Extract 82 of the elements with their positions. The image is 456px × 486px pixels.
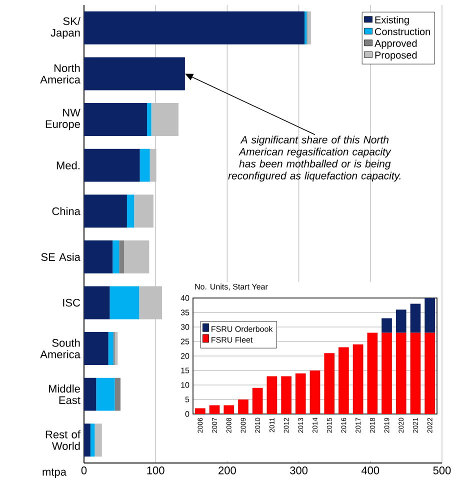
legend-label: Proposed bbox=[375, 51, 417, 61]
y-tick-label: NW Europe bbox=[46, 108, 80, 130]
annotation: A significant share of this North American regasification capacity has been mothballed or is being reconfigured as liquefaction capacity. bbox=[228, 136, 400, 182]
bar bbox=[84, 286, 110, 320]
x-tick-label: 200 bbox=[218, 466, 236, 474]
y-tick-label: 35 bbox=[180, 310, 190, 316]
y-tick-label: 15 bbox=[181, 368, 190, 374]
bar bbox=[224, 405, 234, 414]
bar bbox=[295, 373, 306, 414]
x-axis-title: mtpa bbox=[42, 468, 66, 478]
bar bbox=[84, 103, 148, 136]
legend-label: Existing bbox=[375, 16, 409, 26]
bar bbox=[396, 310, 406, 333]
y-tick-label: 30 bbox=[180, 324, 190, 330]
bar bbox=[84, 424, 90, 457]
y-tick-label: 25 bbox=[180, 338, 190, 344]
bar bbox=[124, 240, 150, 274]
bar bbox=[324, 353, 335, 414]
bar bbox=[90, 424, 95, 457]
bar bbox=[147, 103, 152, 136]
chart-title: No. Units, Start Year bbox=[195, 284, 268, 290]
y-tick-label: North America bbox=[40, 64, 80, 84]
bar bbox=[84, 240, 113, 274]
y-tick-label: Middle East bbox=[48, 384, 80, 404]
bar bbox=[110, 286, 140, 320]
bar bbox=[281, 376, 292, 414]
bar bbox=[195, 408, 206, 414]
x-tick-label: 500 bbox=[433, 466, 451, 474]
bar bbox=[310, 370, 320, 414]
x-tick-label: 400 bbox=[361, 466, 380, 474]
bar bbox=[424, 332, 435, 414]
bar bbox=[252, 388, 263, 414]
bar bbox=[338, 347, 349, 414]
bar bbox=[382, 318, 392, 333]
y-tick-label: 10 bbox=[181, 382, 190, 388]
bar bbox=[410, 332, 421, 414]
bar bbox=[84, 194, 127, 228]
y-tick-label: 5 bbox=[185, 396, 190, 402]
bar bbox=[112, 240, 120, 274]
bar bbox=[238, 399, 248, 414]
y-tick-label: Rest of World bbox=[46, 430, 80, 450]
bar bbox=[84, 11, 305, 44]
bar bbox=[126, 194, 134, 228]
y-tick-label: 20 bbox=[180, 353, 190, 359]
bar bbox=[114, 378, 121, 411]
bar bbox=[266, 376, 278, 414]
bar bbox=[108, 332, 114, 365]
y-tick-label: ISC bbox=[63, 298, 80, 307]
y-tick-label: 0 bbox=[185, 411, 190, 417]
y-tick-label: SE Asia bbox=[41, 252, 80, 261]
bar bbox=[150, 148, 156, 182]
bar bbox=[84, 148, 140, 182]
y-tick-label: Med. bbox=[56, 161, 80, 170]
x-tick-label: 0 bbox=[81, 466, 87, 474]
bar bbox=[140, 148, 150, 182]
legend-label: Construction bbox=[375, 28, 430, 36]
bar bbox=[367, 332, 378, 414]
bar bbox=[151, 103, 179, 136]
y-tick-label: China bbox=[52, 207, 80, 216]
bar bbox=[424, 298, 435, 333]
bar bbox=[307, 11, 311, 44]
bar bbox=[139, 286, 162, 320]
bar bbox=[84, 378, 96, 411]
legend-label: Approved bbox=[374, 40, 417, 49]
bar bbox=[96, 378, 115, 411]
y-tick-label: SK/ Japan bbox=[50, 17, 80, 39]
bar bbox=[410, 304, 421, 333]
bar bbox=[134, 194, 154, 228]
bar bbox=[209, 405, 220, 414]
bar bbox=[84, 332, 108, 365]
bar bbox=[94, 424, 102, 457]
bar bbox=[119, 240, 124, 274]
legend-label: FSRU Orderbook bbox=[212, 326, 273, 332]
x-tick-label: 100 bbox=[147, 466, 164, 474]
bar bbox=[382, 332, 392, 414]
legend-label: FSRU Fleet bbox=[212, 336, 253, 343]
y-tick-label: 40 bbox=[180, 295, 190, 301]
x-tick-label: 300 bbox=[290, 466, 308, 474]
bar bbox=[352, 344, 364, 414]
bar bbox=[396, 332, 406, 414]
y-tick-label: South America bbox=[40, 338, 80, 358]
bar bbox=[84, 57, 185, 90]
